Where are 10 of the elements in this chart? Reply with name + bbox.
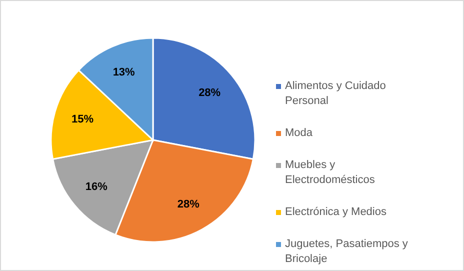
legend-label: Alimentos y Cuidado Personal bbox=[285, 79, 387, 109]
data-label: 28% bbox=[177, 198, 200, 210]
legend-label: Muebles y Electrodomésticos bbox=[285, 158, 376, 188]
data-label: 15% bbox=[71, 114, 94, 126]
data-label: 16% bbox=[85, 180, 108, 193]
data-label: 13% bbox=[112, 66, 136, 79]
legend-label: Electrónica y Medios bbox=[285, 205, 388, 220]
data-label: 28% bbox=[198, 87, 221, 100]
legend-label: Juguetes, Pasatiempos y Bricolaje bbox=[285, 237, 409, 267]
legend-label: Moda bbox=[285, 126, 314, 141]
